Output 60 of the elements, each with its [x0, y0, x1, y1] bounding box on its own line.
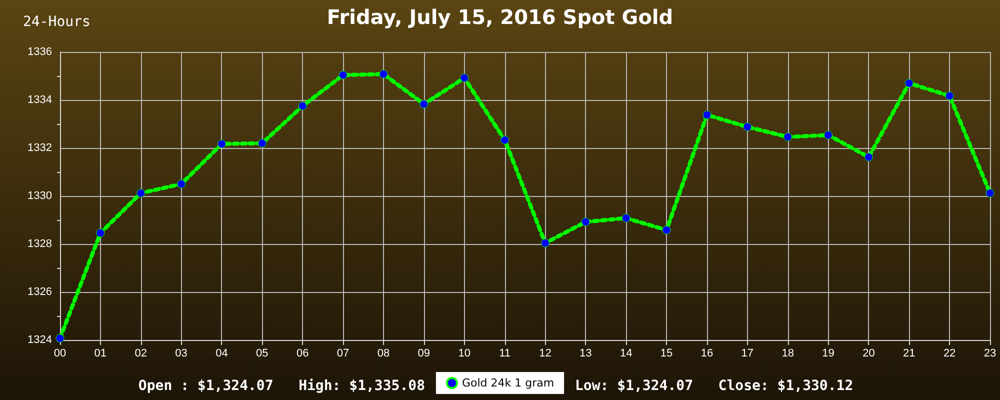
point — [56, 334, 64, 343]
x-tick-label: 20 — [862, 348, 875, 360]
chart-title: Friday, July 15, 2016 Spot Gold — [326, 5, 674, 29]
point — [379, 70, 388, 78]
point — [662, 226, 671, 234]
y-tick-label: 1334 — [28, 94, 52, 106]
x-tick-label: 03 — [175, 348, 188, 360]
point — [864, 152, 873, 162]
point — [136, 188, 146, 198]
x-tick-label: 14 — [620, 348, 632, 360]
point — [702, 110, 712, 120]
x-tick-label: 07 — [336, 348, 350, 360]
x-tick-label: 23 — [984, 348, 996, 360]
text: Open : $1,324.07 High: $1,335.08 — [138, 378, 425, 394]
legend-label: Gold 24k 1 gram — [462, 376, 554, 390]
x-tick-label: 09 — [418, 348, 430, 360]
y-tick-label: 1330 — [28, 190, 52, 202]
point — [945, 92, 954, 100]
point — [500, 136, 510, 144]
point — [217, 140, 226, 148]
point — [824, 130, 833, 140]
y-tick-label: 1332 — [28, 142, 52, 154]
x-tick-label: 01 — [94, 348, 107, 360]
x-tick-label: 11 — [499, 348, 510, 360]
chart-subtitle: 24-Hours — [23, 14, 90, 30]
x-tick-label: 17 — [741, 348, 754, 360]
point — [96, 228, 105, 238]
point — [904, 78, 914, 88]
point — [258, 138, 266, 148]
text: Low: $1,324.07 Close: $1,330.12 — [575, 378, 854, 394]
y-tick-label: 1326 — [28, 286, 52, 298]
point — [177, 180, 186, 188]
x-tick-label: 06 — [296, 348, 309, 360]
x-tick-label: 02 — [134, 348, 147, 360]
x-tick-label: 18 — [782, 348, 794, 360]
point — [743, 122, 752, 132]
point — [622, 214, 630, 222]
x-tick-label: 16 — [700, 348, 714, 360]
point — [581, 218, 590, 226]
y-tick-label: 1324 — [28, 334, 52, 346]
point — [338, 70, 348, 80]
x-tick-label: 00 — [54, 348, 66, 360]
x-tick-label: 12 — [539, 348, 552, 360]
point — [540, 238, 550, 248]
x-tick-label: 13 — [580, 348, 592, 360]
x-tick-label: 19 — [822, 348, 834, 360]
point — [420, 100, 428, 108]
y-tick-label: 1336 — [28, 46, 52, 58]
x-tick-label: 21 — [903, 348, 916, 360]
y-tick-label: 1328 — [28, 238, 52, 250]
point — [784, 132, 792, 142]
x-tick-label: 04 — [216, 348, 228, 360]
point — [460, 74, 469, 82]
x-tick-label: 15 — [660, 348, 673, 360]
point — [298, 102, 307, 110]
x-tick-label: 08 — [377, 348, 390, 360]
x-tick-label: 05 — [256, 348, 268, 360]
x-tick-label: 22 — [943, 348, 956, 360]
x-tick-label: 10 — [458, 348, 470, 360]
point — [986, 188, 994, 198]
